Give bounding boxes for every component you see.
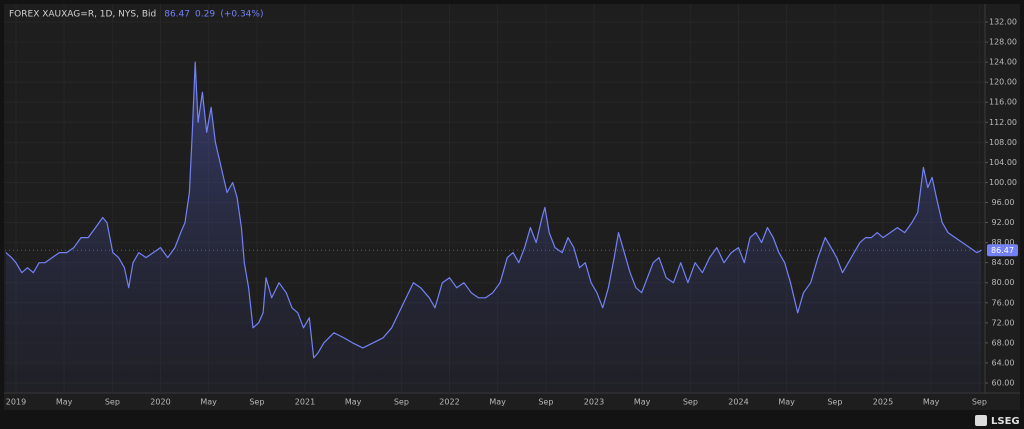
y-tick-label: 80.00 <box>992 278 1015 287</box>
x-tick-label: 2021 <box>295 398 315 407</box>
last-price-tag <box>987 244 1018 257</box>
y-tick-label: 72.00 <box>992 318 1015 327</box>
y-tick-label: 64.00 <box>992 358 1015 367</box>
y-tick-label: 128.00 <box>989 38 1017 47</box>
x-tick-label: 2020 <box>150 398 170 407</box>
y-tick-label: 108.00 <box>989 138 1017 147</box>
x-tick-label: May <box>634 398 651 407</box>
x-tick-label: May <box>489 398 506 407</box>
price-line <box>5 61 982 359</box>
y-tick-label: 132.00 <box>989 18 1017 27</box>
y-tick-label: 124.00 <box>989 58 1017 67</box>
x-tick-label: Sep <box>972 398 987 407</box>
x-tick-label: 2025 <box>873 398 893 407</box>
x-tick-label: May <box>345 398 362 407</box>
change-percent: (+0.34%) <box>220 10 263 20</box>
y-tick-label: 60.00 <box>992 378 1015 387</box>
last-price-label: 86.47 <box>991 246 1014 255</box>
brand-icon <box>975 415 987 426</box>
y-tick-label: 92.00 <box>992 218 1015 227</box>
y-tick-label: 100.00 <box>989 178 1017 187</box>
x-tick-label: May <box>56 398 73 407</box>
y-tick-label: 88.00 <box>992 238 1015 247</box>
y-tick-label: 76.00 <box>992 298 1015 307</box>
x-tick-label: Sep <box>105 398 120 407</box>
x-tick-label: Sep <box>394 398 409 407</box>
y-tick-label: 68.00 <box>992 338 1015 347</box>
x-tick-label: Sep <box>538 398 553 407</box>
change: 0.29 <box>195 10 215 20</box>
x-tick-label: May <box>923 398 940 407</box>
x-tick-label: Sep <box>827 398 842 407</box>
x-tick-label: 2023 <box>584 398 604 407</box>
y-tick-label: 116.00 <box>989 98 1017 107</box>
x-tick-label: 2019 <box>6 398 26 407</box>
y-tick-label: 96.00 <box>992 198 1015 207</box>
x-tick-label: May <box>200 398 217 407</box>
y-tick-label: 104.00 <box>989 158 1017 167</box>
last-price: 86.47 <box>164 10 190 20</box>
x-tick-label: May <box>778 398 795 407</box>
x-tick-label: Sep <box>249 398 264 407</box>
chart-title: FOREX XAUXAG=R, 1D, NYS, Bid <box>9 10 156 20</box>
y-tick-label: 120.00 <box>989 78 1017 87</box>
y-tick-label: 84.00 <box>992 258 1015 267</box>
x-tick-label: 2024 <box>728 398 748 407</box>
y-tick-label: 112.00 <box>989 118 1017 127</box>
x-tick-label: 2022 <box>439 398 459 407</box>
x-tick-label: Sep <box>683 398 698 407</box>
area-fill <box>5 62 982 393</box>
header: FOREX XAUXAG=R, 1D, NYS, Bid 86.47 0.29 … <box>9 10 263 20</box>
brand: LSEG <box>991 416 1020 427</box>
